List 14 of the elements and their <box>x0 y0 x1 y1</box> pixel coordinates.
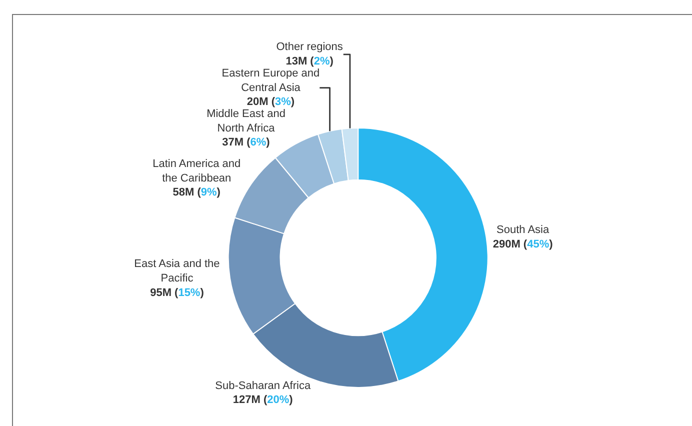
data-label: 127M (20%) <box>232 394 294 406</box>
data-label: 20M (3%) <box>246 96 295 108</box>
data-label: 58M (9%) <box>172 186 221 199</box>
data-label: 290M (45%) <box>492 238 554 250</box>
data-label: 95M (15%) <box>150 286 204 299</box>
data-label: 13M (2%) <box>286 56 334 68</box>
slice-label: Eastern Europe and Central Asia <box>222 68 320 94</box>
slice-label: Middle East and North Africa <box>206 108 286 134</box>
slice-label: Latin America and the Caribbean <box>152 158 241 184</box>
slice-label: South Asia <box>496 224 550 236</box>
data-label: 37M (6%) <box>222 136 270 149</box>
slice-label: East Asia and the Pacific <box>134 258 220 285</box>
slice-label: Sub-Saharan Africa <box>215 380 312 392</box>
slice-label: Other regions <box>276 41 344 54</box>
